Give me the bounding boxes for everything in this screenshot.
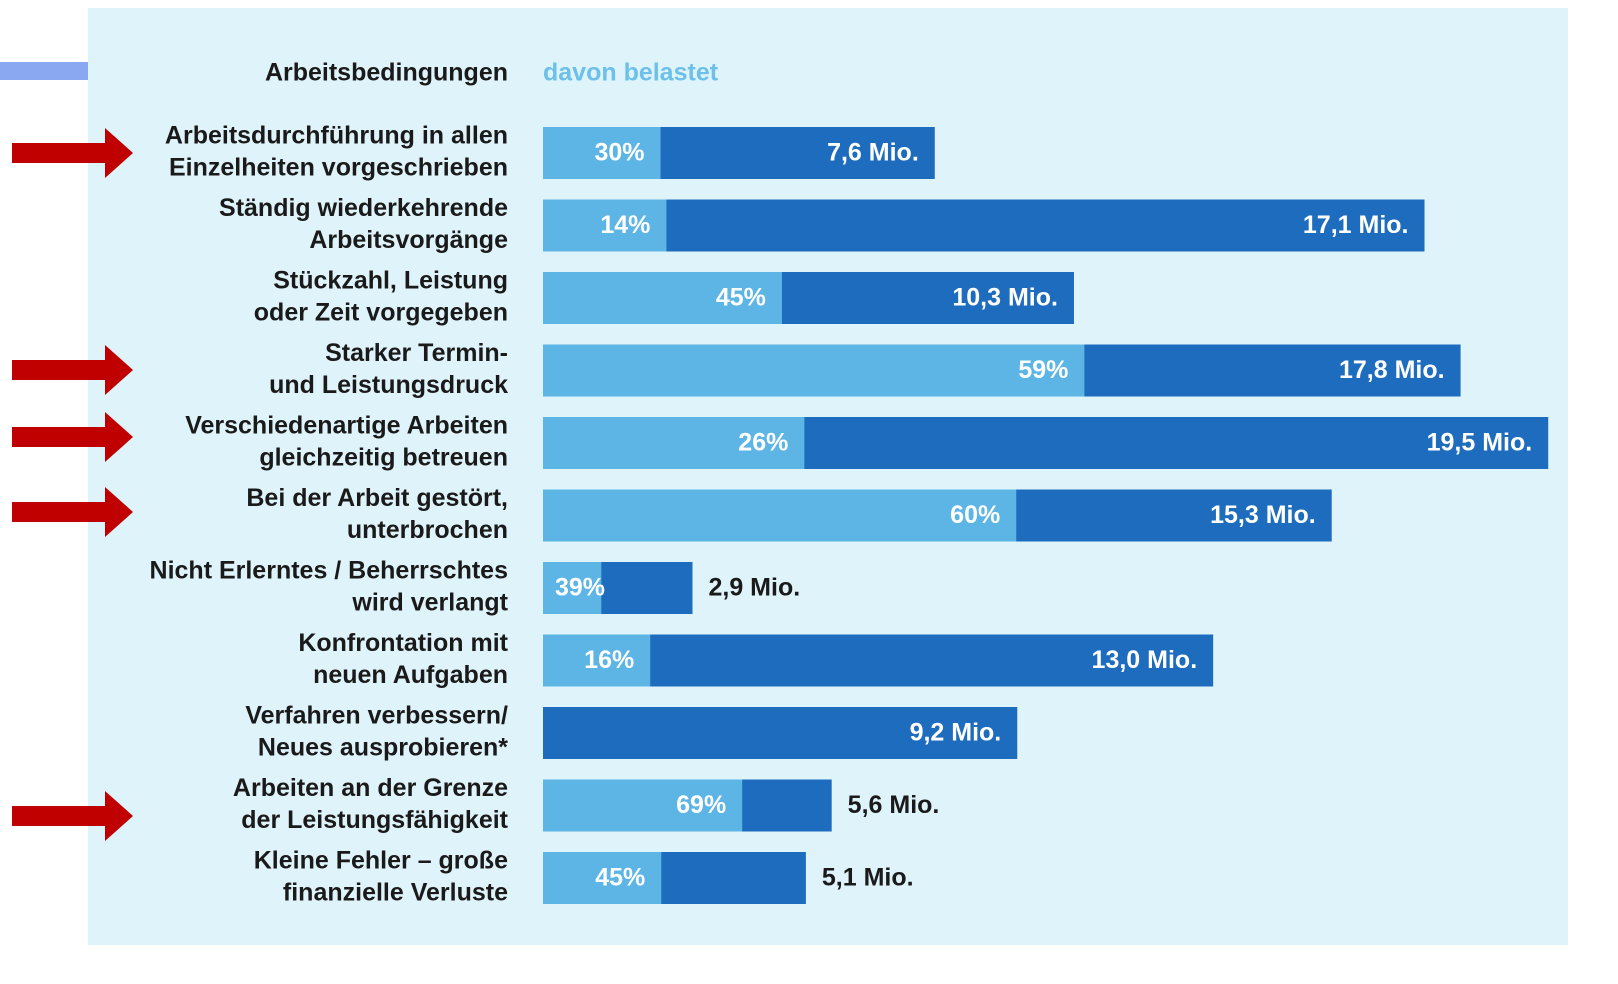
value-label: 17,8 Mio. xyxy=(1339,356,1445,384)
bar xyxy=(543,634,1214,687)
category-label: Stückzahl, Leistung xyxy=(273,267,508,295)
arrow xyxy=(12,791,133,841)
share-bar xyxy=(543,562,602,614)
value-label: 9,2 Mio. xyxy=(910,719,1002,747)
category-label: Konfrontation mit xyxy=(298,629,508,657)
category-label: Verfahren verbessern/ xyxy=(245,702,508,730)
category-label: unterbrochen xyxy=(347,516,508,544)
category-label: Neues ausprobieren* xyxy=(258,734,508,762)
bar xyxy=(543,199,1425,252)
category-label: gleichzeitig betreuen xyxy=(259,444,508,472)
share-label: 16% xyxy=(584,646,634,674)
share-bar xyxy=(543,417,805,469)
value-label: 17,1 Mio. xyxy=(1303,211,1409,239)
value-label: 5,6 Mio. xyxy=(848,791,940,819)
arrow xyxy=(12,487,133,537)
category-label: Starker Termin- xyxy=(325,339,508,367)
share-bar xyxy=(543,779,743,832)
value-label: 10,3 Mio. xyxy=(952,284,1058,312)
value-label: 15,3 Mio. xyxy=(1210,501,1316,529)
category-label: oder Zeit vorgegeben xyxy=(254,299,508,327)
category-label: neuen Aufgaben xyxy=(313,661,508,689)
category-label: Arbeitsdurchführung in allen xyxy=(165,122,508,150)
category-label: wird verlangt xyxy=(351,589,508,617)
share-bar xyxy=(543,489,1017,542)
share-label: 45% xyxy=(595,864,645,892)
share-label: 26% xyxy=(738,429,788,457)
share-bar xyxy=(543,199,667,252)
legend-entry: davon belastet xyxy=(543,59,719,87)
value-label: 7,6 Mio. xyxy=(827,139,919,167)
arrow xyxy=(12,412,133,462)
category-label: Einzelheiten vorgeschrieben xyxy=(169,154,508,182)
value-label: 5,1 Mio. xyxy=(822,864,914,892)
share-label: 39% xyxy=(555,574,605,602)
share-bar xyxy=(543,344,1085,397)
category-label: finanzielle Verluste xyxy=(283,879,508,907)
share-bar xyxy=(543,634,651,687)
share-bar xyxy=(543,127,661,179)
share-label: 14% xyxy=(600,211,650,239)
share-label: 60% xyxy=(950,501,1000,529)
category-label: Verschiedenartige Arbeiten xyxy=(185,412,508,440)
category-label: Ständig wiederkehrende xyxy=(219,194,508,222)
share-label: 45% xyxy=(716,284,766,312)
category-label: Kleine Fehler – große xyxy=(254,847,508,875)
category-label: Arbeitsvorgänge xyxy=(309,226,508,254)
arrow xyxy=(12,128,133,178)
category-label: Nicht Erlerntes / Beherrschtes xyxy=(150,557,508,585)
category-label: Arbeiten an der Grenze xyxy=(233,774,508,802)
value-label: 13,0 Mio. xyxy=(1092,646,1198,674)
category-header: Arbeitsbedingungen xyxy=(265,59,508,87)
category-label: Bei der Arbeit gestört, xyxy=(246,484,508,512)
bar xyxy=(543,707,1018,759)
arrow xyxy=(12,345,133,395)
value-label: 19,5 Mio. xyxy=(1427,429,1533,457)
value-label: 2,9 Mio. xyxy=(708,574,800,602)
marker-bar xyxy=(0,62,88,80)
category-label: der Leistungsfähigkeit xyxy=(241,806,508,834)
share-bar xyxy=(543,852,662,904)
category-label: und Leistungsdruck xyxy=(269,371,508,399)
share-label: 59% xyxy=(1018,356,1068,384)
share-label: 69% xyxy=(676,791,726,819)
share-label: 30% xyxy=(594,139,644,167)
share-bar xyxy=(543,272,782,324)
arrows xyxy=(12,128,133,841)
